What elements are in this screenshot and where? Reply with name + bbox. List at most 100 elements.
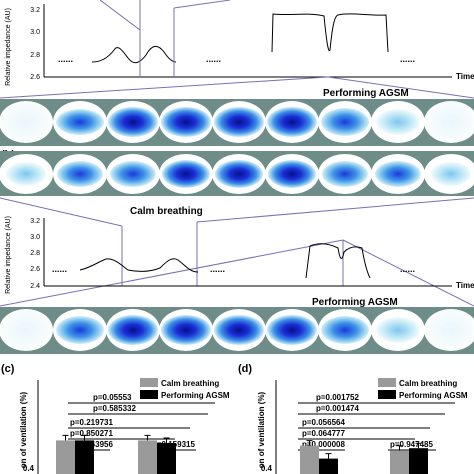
panel-a-ylabel: Relative impedance (AU) [5, 8, 12, 86]
p-value: p=0.947485 [390, 440, 433, 449]
panel-b-time-label: Time [456, 281, 474, 290]
ellipsis: ...... [400, 264, 415, 274]
eit-strip-agsm-a [0, 99, 474, 146]
panel-d-bars [300, 440, 428, 474]
eit-image [159, 309, 213, 351]
eit-image [265, 154, 319, 194]
agsm-trace [271, 13, 389, 53]
legend-label-calm: Calm breathing [161, 379, 219, 388]
error-bar [163, 437, 170, 443]
eit-image [159, 101, 213, 143]
legend-swatch-agsm [378, 390, 396, 399]
eit-image [0, 101, 53, 143]
p-value: p=0.064777 [302, 429, 345, 438]
p-value: p=0.001752 [316, 393, 359, 402]
error-bar [81, 434, 88, 441]
eit-image [0, 309, 53, 351]
ellipsis: ...... [52, 264, 67, 274]
eit-image [424, 154, 474, 194]
bar [409, 448, 428, 474]
panel-a-ytick: 3.0 [30, 29, 40, 36]
panel-d-ytick: 0.4 [261, 464, 273, 473]
panel-d-letter: (d) [238, 363, 252, 375]
eit-image [106, 154, 160, 194]
panel-a: Relative impedance (AU) 3.2 3.0 2.8 2.6 … [0, 0, 474, 99]
eit-image [265, 309, 319, 351]
eit-image [371, 101, 425, 143]
bar [138, 440, 157, 474]
error-bar [396, 445, 403, 451]
eit-image [424, 309, 474, 351]
eit-strip-agsm-b [0, 307, 474, 354]
ellipsis: ...... [400, 54, 415, 64]
bar [300, 445, 319, 474]
bar [56, 440, 75, 474]
p-value: p=0.05553 [93, 393, 132, 402]
eit-image [212, 154, 266, 194]
agsm-trace [305, 243, 371, 279]
panel-d-pvalues: p=0.001752 p=0.001474 p=0.056564 p=0.064… [298, 393, 455, 451]
error-bar [415, 442, 422, 449]
eit-image [318, 309, 372, 351]
legend-label-agsm: Performing AGSM [399, 391, 468, 400]
panel-d-ylabel: on of ventilation (%) [257, 391, 266, 468]
ellipsis: ...... [210, 264, 225, 274]
eit-image [212, 309, 266, 351]
eit-image [106, 309, 160, 351]
panel-a-connectors [0, 0, 474, 99]
error-bar [306, 440, 313, 446]
eit-image [106, 101, 160, 143]
panel-b-ylabel: Relative impedance (AU) [5, 216, 12, 294]
p-value: p=0.585332 [93, 404, 136, 413]
p-value: p=0.219731 [70, 418, 113, 427]
calm-breathing-trace [79, 258, 199, 273]
panel-c-legend: Calm breathing Performing AGSM [140, 378, 230, 400]
eit-image [53, 101, 107, 143]
panel-d: (d) on of ventilation (%) 0.4 Calm breat… [238, 363, 468, 474]
panel-a-time-label: Time [456, 72, 474, 81]
legend-label-agsm: Performing AGSM [161, 391, 230, 400]
legend-swatch-agsm [140, 390, 158, 399]
ellipsis: ...... [206, 54, 221, 64]
ellipsis: ...... [58, 54, 73, 64]
panel-c-letter: (c) [1, 363, 15, 375]
panel-b-connectors [0, 197, 474, 307]
bar [157, 443, 176, 474]
eit-image [371, 309, 425, 351]
eit-strip-calm-b [0, 151, 474, 196]
p-value: p=0.000008 [302, 440, 345, 449]
panel-a-ytick: 2.6 [30, 74, 40, 81]
panel-c-bars [56, 434, 176, 474]
panel-a-caption: Performing AGSM [323, 88, 409, 99]
eit-image [318, 101, 372, 143]
panel-b-ytick: 2.8 [30, 250, 40, 257]
panel-a-yticks: 3.2 3.0 2.8 2.6 [30, 7, 40, 81]
bar [390, 450, 409, 474]
eit-image [265, 101, 319, 143]
panel-d-legend: Calm breathing Performing AGSM [378, 378, 468, 400]
bar [75, 440, 94, 474]
panel-b-caption: Performing AGSM [312, 297, 398, 308]
legend-swatch-calm [378, 378, 396, 387]
eit-image [53, 154, 107, 194]
panel-b-ytick: 3.0 [30, 234, 40, 241]
bar [319, 458, 338, 474]
panel-b-yticks: 3.2 3.0 2.8 2.6 2.4 [30, 218, 40, 290]
p-value: p=0.056564 [302, 418, 345, 427]
panel-b-ytick: 2.4 [30, 283, 40, 290]
panel-c-ytick: 0.4 [23, 464, 35, 473]
panel-a-ytick: 2.8 [30, 52, 40, 59]
error-bar [325, 453, 332, 459]
panel-b-trace-chart: Relative impedance (AU) 3.2 3.0 2.8 2.6 … [5, 216, 474, 294]
p-value: p=0.001474 [316, 404, 359, 413]
panel-b-header: Calm breathing [130, 206, 203, 217]
eit-image [159, 154, 213, 194]
panel-a-ytick: 3.2 [30, 7, 40, 14]
calm-breathing-trace [91, 45, 177, 64]
p-value: p=0.850271 [70, 429, 113, 438]
eit-image [371, 154, 425, 194]
error-bar [144, 434, 151, 441]
eit-image [318, 154, 372, 194]
eit-image [424, 101, 474, 143]
